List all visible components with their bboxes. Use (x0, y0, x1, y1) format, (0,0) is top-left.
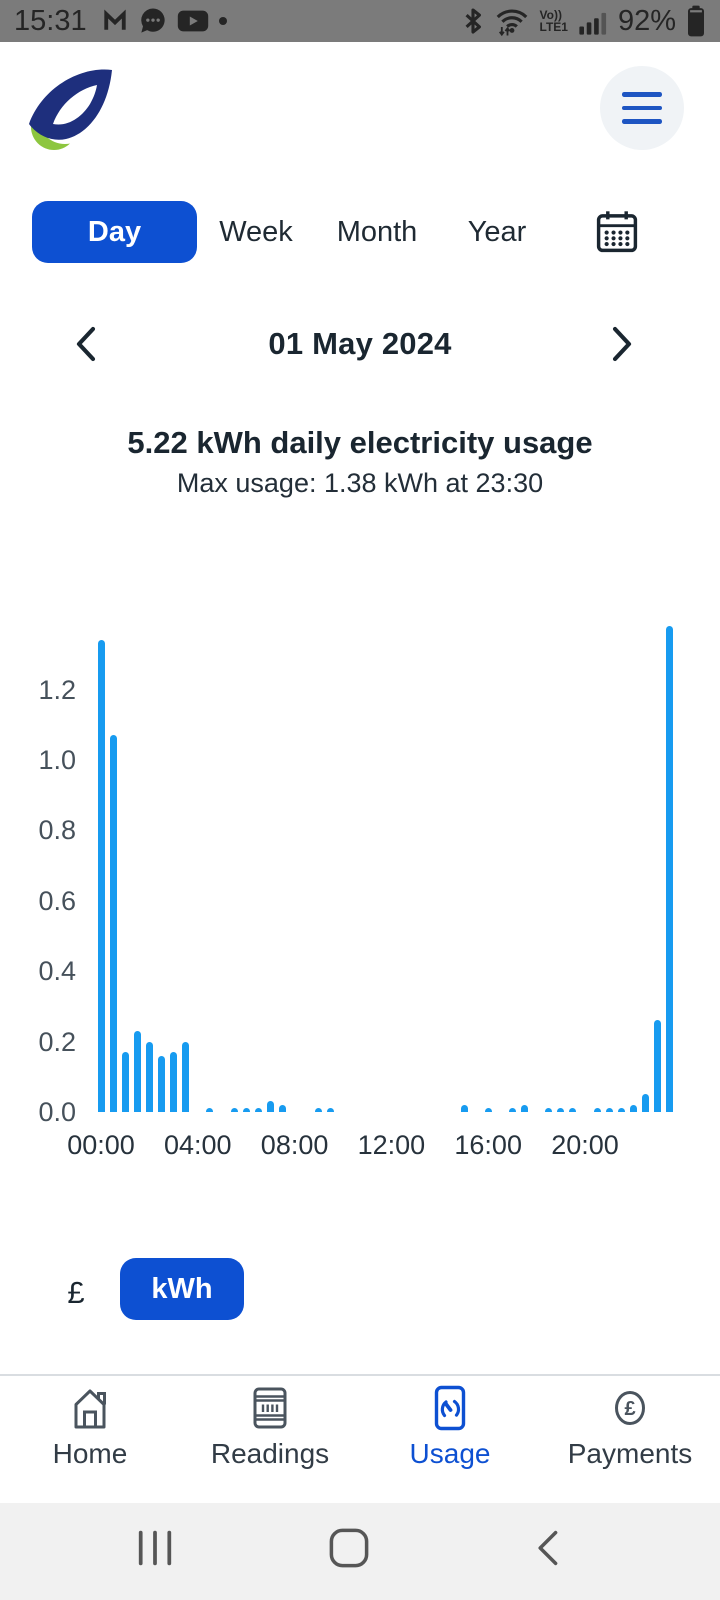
signal-icon (578, 6, 608, 36)
bottom-nav: Home Readings Usage £ Payments (0, 1376, 720, 1503)
nav-item-home[interactable]: Home (0, 1376, 180, 1503)
usage-bar[interactable] (254, 1108, 262, 1112)
date-label: 01 May 2024 (268, 326, 452, 361)
status-bar: 15:31 Vo)) LTE1 92% (0, 0, 720, 42)
y-axis-label: 0.4 (38, 956, 76, 987)
usage-bar[interactable] (629, 1105, 637, 1112)
usage-bar[interactable] (484, 1108, 492, 1112)
svg-text:£: £ (624, 1398, 635, 1420)
y-axis-label: 0.0 (38, 1097, 76, 1127)
volte-icon: Vo)) LTE1 (539, 8, 568, 34)
usage-bar[interactable] (642, 1094, 649, 1112)
y-axis-label: 0.2 (38, 1026, 76, 1057)
x-axis-label: 16:00 (454, 1130, 522, 1160)
usage-bar[interactable] (121, 1052, 129, 1112)
youtube-icon (177, 8, 209, 34)
more-notifications-dot (218, 16, 228, 26)
gauge-icon (426, 1384, 474, 1432)
x-axis-label: 20:00 (551, 1130, 619, 1160)
nav-item-usage[interactable]: Usage (360, 1376, 540, 1503)
next-day-button[interactable] (600, 321, 644, 367)
x-axis-label: 04:00 (164, 1130, 232, 1160)
unit-option-kwh[interactable]: kWh (120, 1258, 244, 1320)
unit-option-pound[interactable]: £ (67, 1275, 85, 1310)
status-time: 15:31 (14, 4, 87, 37)
unit-toggle: £ kWh (0, 1255, 720, 1327)
usage-bar[interactable] (654, 1020, 662, 1112)
bottom-nav-divider (0, 1374, 720, 1376)
usage-bar[interactable] (545, 1108, 553, 1112)
tab-month[interactable]: Month (336, 215, 418, 248)
usage-bar[interactable] (182, 1042, 190, 1112)
tab-day[interactable]: Day (32, 201, 197, 263)
nav-label-usage: Usage (409, 1438, 491, 1469)
menu-button[interactable] (600, 66, 684, 150)
usage-bar[interactable] (145, 1042, 153, 1112)
usage-bar[interactable] (315, 1108, 323, 1112)
usage-bar[interactable] (557, 1108, 565, 1112)
usage-bar[interactable] (521, 1105, 528, 1112)
battery-percent: 92% (617, 4, 676, 37)
battery-icon (686, 5, 706, 37)
nav-item-payments[interactable]: £ Payments (540, 1376, 720, 1503)
energy-leaf-logo (18, 64, 118, 152)
hamburger-icon (622, 92, 662, 97)
usage-bar[interactable] (666, 626, 674, 1112)
calendar-icon[interactable] (594, 209, 640, 255)
home-icon (66, 1384, 114, 1432)
y-axis-label: 1.0 (38, 745, 76, 775)
usage-bar[interactable] (170, 1052, 178, 1112)
x-axis-label: 12:00 (357, 1130, 426, 1160)
usage-bar[interactable] (327, 1108, 335, 1112)
usage-bar[interactable] (617, 1108, 625, 1112)
nav-label-readings: Readings (210, 1438, 330, 1469)
usage-bar[interactable] (508, 1108, 516, 1112)
usage-summary-subtitle: Max usage: 1.38 kWh at 23:30 (176, 468, 544, 498)
usage-bar[interactable] (97, 640, 105, 1112)
messages-icon (138, 6, 168, 36)
recents-button[interactable] (133, 1526, 177, 1570)
x-axis-label: 08:00 (260, 1130, 329, 1160)
usage-bar[interactable] (266, 1101, 274, 1112)
wifi-icon (494, 5, 530, 37)
y-axis-label: 1.2 (38, 674, 76, 705)
usage-bar[interactable] (605, 1108, 613, 1112)
meter-icon (246, 1384, 294, 1432)
bluetooth-icon (462, 6, 484, 36)
system-nav-bar (0, 1503, 720, 1600)
period-tabs: Day Week Month Year (0, 201, 720, 263)
pound-coin-icon: £ (606, 1384, 654, 1432)
usage-bar-chart: 0.0 0.2 0.4 0.6 0.8 1.0 1.2 00:00 04:00 08:00 12:0… (0, 560, 720, 1180)
usage-bar[interactable] (158, 1056, 165, 1112)
y-axis-label: 0.6 (38, 885, 76, 916)
home-button[interactable] (327, 1526, 371, 1570)
usage-bar[interactable] (109, 735, 117, 1112)
usage-bar[interactable] (593, 1108, 601, 1112)
usage-bar[interactable] (206, 1108, 214, 1112)
gmail-icon (101, 7, 129, 35)
usage-bar[interactable] (460, 1105, 468, 1112)
date-nav: 01 May 2024 (0, 316, 720, 372)
tab-week[interactable]: Week (219, 215, 293, 248)
usage-bar[interactable] (133, 1031, 141, 1112)
x-axis-label: 00:00 (67, 1130, 135, 1160)
nav-label-home: Home (52, 1438, 128, 1469)
tab-year[interactable]: Year (467, 215, 527, 248)
usage-bar[interactable] (242, 1108, 250, 1112)
previous-day-button[interactable] (64, 321, 108, 367)
usage-bar[interactable] (230, 1108, 238, 1112)
back-button[interactable] (527, 1526, 571, 1570)
y-axis-label: 0.8 (38, 815, 76, 846)
nav-item-readings[interactable]: Readings (180, 1376, 360, 1503)
usage-bar[interactable] (569, 1108, 577, 1112)
usage-bar[interactable] (279, 1105, 286, 1112)
usage-summary-title: 5.22 kWh daily electricity usage (127, 425, 593, 460)
nav-label-payments: Payments (567, 1438, 693, 1469)
